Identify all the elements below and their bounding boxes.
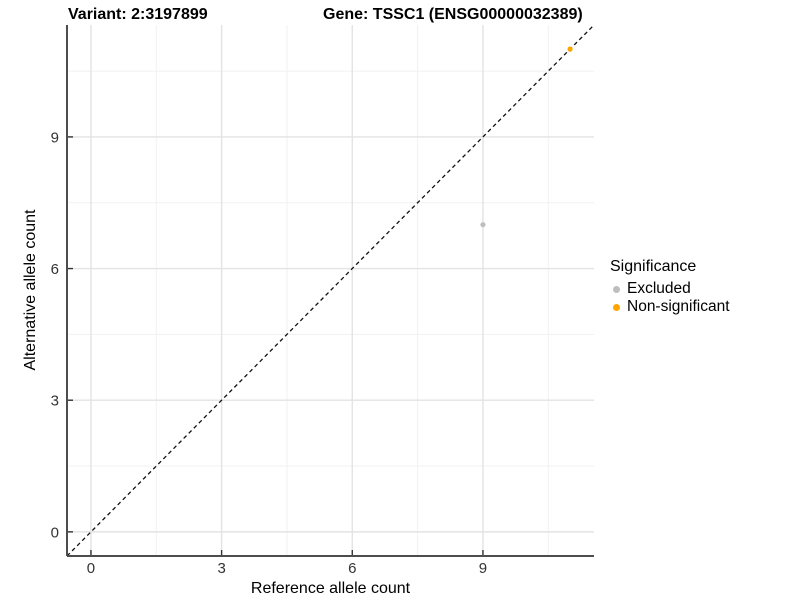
tick-marks [68,136,484,555]
legend-item-non-significant: Non-significant [610,298,730,316]
identity-dashed-line [66,24,595,557]
legend-item-label: Excluded [627,280,691,297]
y-tick-label: 9 [51,129,59,146]
tick-labels: 0 0 3 3 6 6 9 9 [51,129,487,577]
legend-item-label: Non-significant [627,298,730,315]
y-axis-title: Alternative allele count [22,209,39,371]
point-excluded [480,222,486,228]
y-tick-label: 6 [51,261,59,278]
legend-title: Significance [610,258,697,275]
x-tick-label: 0 [87,560,95,577]
legend-dot-icon [613,303,620,311]
x-axis-title: Reference allele count [250,580,411,597]
legend-dot-icon [613,285,620,293]
y-tick-label: 0 [51,524,59,541]
x-tick-label: 9 [479,560,487,577]
identity-line-group [66,24,595,557]
data-points [480,46,573,228]
variant-title: Variant: 2:3197899 [68,6,208,23]
x-tick-label: 6 [348,560,356,577]
gene-title: Gene: TSSC1 (ENSG00000032389) [323,6,583,23]
major-gridlines [67,25,594,556]
axis-lines [66,25,594,557]
x-tick-label: 3 [217,560,225,577]
legend-item-excluded: Excluded [610,280,730,298]
minor-gridlines [67,25,594,556]
legend: Significance Excluded Non-significant [610,258,730,316]
point-non-significant [567,46,573,52]
legend-items: Excluded Non-significant [610,280,730,316]
y-tick-label: 3 [51,393,59,410]
